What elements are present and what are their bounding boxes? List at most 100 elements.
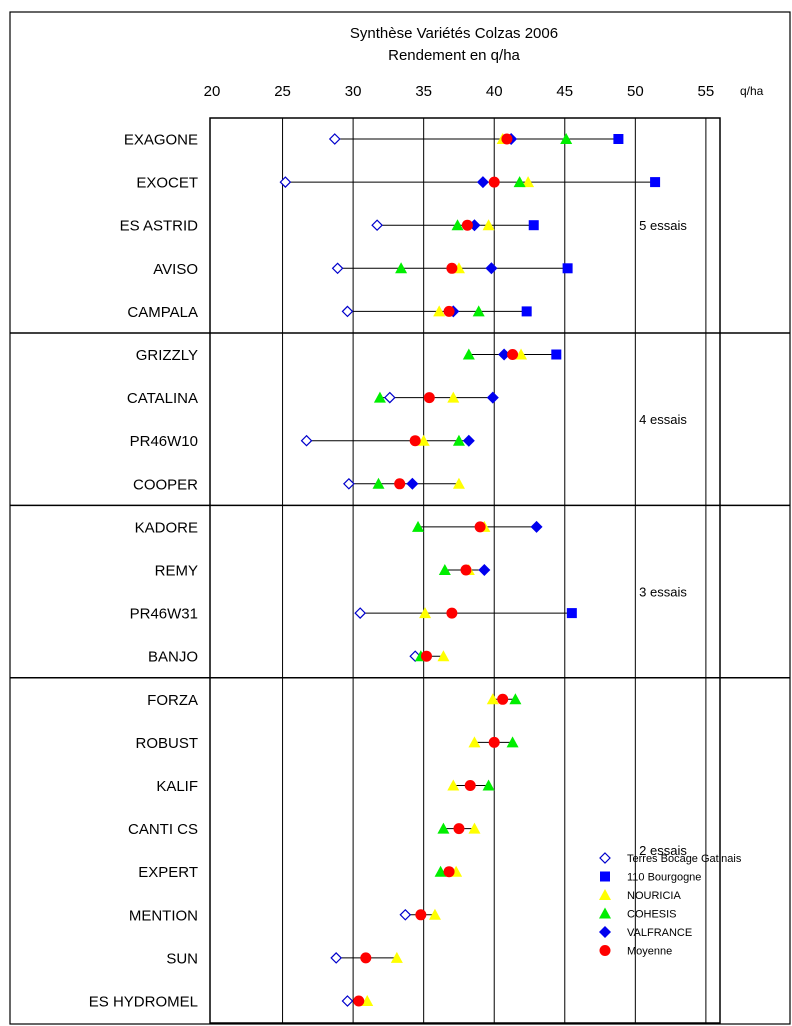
legend-label: Terres Bocage Gatinais — [627, 853, 742, 865]
point-moy — [461, 219, 473, 231]
point-nou — [515, 348, 528, 360]
point-coh — [452, 434, 465, 446]
variety-label: FORZA — [147, 692, 198, 709]
variety-label: CANTI CS — [128, 821, 198, 838]
x-tick-label: 30 — [345, 83, 362, 100]
x-tick-label: 45 — [556, 83, 573, 100]
chart-subtitle: Rendement en q/ha — [388, 47, 520, 64]
point-nou — [437, 650, 450, 662]
variety-label: SUN — [166, 950, 198, 967]
group-label: 3 essais — [639, 585, 687, 600]
variety-label: EXOCET — [136, 175, 198, 192]
point-nou — [452, 477, 465, 489]
point-moy — [443, 866, 455, 878]
point-coh — [395, 262, 408, 274]
point-nou — [447, 779, 460, 791]
point-b110 — [613, 134, 624, 144]
x-tick-label: 25 — [274, 83, 291, 100]
legend-label: Moyenne — [627, 946, 672, 958]
x-tick-label: 40 — [486, 83, 503, 100]
point-nou — [390, 951, 403, 963]
point-tbg — [343, 477, 355, 490]
point-tbg — [330, 952, 343, 964]
point-tbg — [341, 305, 354, 318]
point-tbg — [399, 908, 412, 921]
point-coh — [372, 477, 385, 489]
variety-label: KADORE — [135, 519, 198, 536]
variety-label: GRIZZLY — [136, 347, 198, 364]
point-moy — [460, 564, 472, 576]
group-label: 5 essais — [639, 218, 687, 233]
variety-label: MENTION — [129, 907, 198, 924]
point-b110 — [650, 177, 661, 188]
point-nou — [433, 305, 446, 317]
point-tbg — [371, 219, 383, 232]
variety-label: AVISO — [153, 261, 198, 278]
point-tbg — [279, 176, 292, 188]
point-val — [462, 434, 475, 447]
point-moy — [474, 521, 486, 533]
legend-label: NOURICIA — [627, 890, 681, 902]
legend-marker-val — [599, 926, 611, 938]
point-nou — [468, 822, 481, 834]
point-b110 — [528, 220, 539, 231]
variety-label: EXAGONE — [124, 132, 198, 149]
variety-label: PR46W31 — [130, 606, 198, 623]
variety-label: ES ASTRID — [120, 218, 199, 235]
group-labels: 5 essais 4 essais 3 essais 2 essais — [639, 218, 687, 858]
point-moy — [360, 952, 372, 964]
point-moy — [501, 133, 513, 145]
point-val — [498, 348, 511, 361]
point-coh — [451, 219, 464, 231]
point-moy — [394, 478, 406, 490]
point-coh — [482, 779, 495, 791]
point-moy — [446, 607, 458, 619]
legend-marker-moy — [599, 945, 611, 956]
variety-label: COOPER — [133, 476, 198, 493]
variety-label: REMY — [155, 563, 198, 580]
variety-label: EXPERT — [138, 864, 198, 881]
variety-label: CATALINA — [127, 390, 198, 407]
point-moy — [488, 736, 500, 748]
point-moy — [353, 995, 365, 1007]
point-nou — [486, 693, 499, 705]
point-moy — [420, 650, 432, 662]
legend-marker-tbg — [599, 852, 611, 864]
point-nou — [361, 995, 374, 1006]
point-tbg — [328, 133, 341, 145]
plot-area — [209, 117, 721, 1024]
point-coh — [509, 693, 522, 705]
x-tick-labels: 20 25 30 35 40 45 50 55 — [204, 83, 715, 100]
point-moy — [453, 823, 465, 835]
point-b110 — [566, 608, 577, 619]
point-coh — [437, 822, 450, 834]
point-moy — [507, 349, 519, 360]
point-coh — [472, 305, 485, 317]
point-b110 — [521, 306, 532, 317]
chart-title: Synthèse Variétés Colzas 2006 — [350, 25, 558, 42]
legend: Terres Bocage Gatinais 110 Bourgogne NOURI… — [599, 852, 742, 958]
point-nou — [482, 219, 495, 231]
group-separators — [10, 332, 790, 679]
point-tbg — [354, 607, 367, 619]
data-marks — [279, 133, 661, 1007]
point-moy — [488, 176, 500, 188]
x-tick-label: 20 — [204, 83, 221, 100]
point-tbg — [341, 995, 354, 1007]
point-coh — [462, 348, 475, 360]
point-val — [476, 176, 489, 189]
legend-marker-nou — [599, 889, 611, 900]
point-coh — [560, 133, 573, 144]
point-tbg — [331, 262, 344, 275]
variety-label: CAMPALA — [127, 304, 198, 321]
point-coh — [434, 865, 447, 877]
x-tick-label: 50 — [627, 83, 644, 100]
point-nou — [468, 736, 481, 748]
group-label: 2 essais — [639, 843, 687, 858]
legend-label: VALFRANCE — [627, 927, 692, 939]
variety-label: BANJO — [148, 649, 198, 666]
point-tbg — [383, 391, 396, 404]
point-moy — [497, 693, 509, 705]
point-val — [530, 520, 543, 533]
